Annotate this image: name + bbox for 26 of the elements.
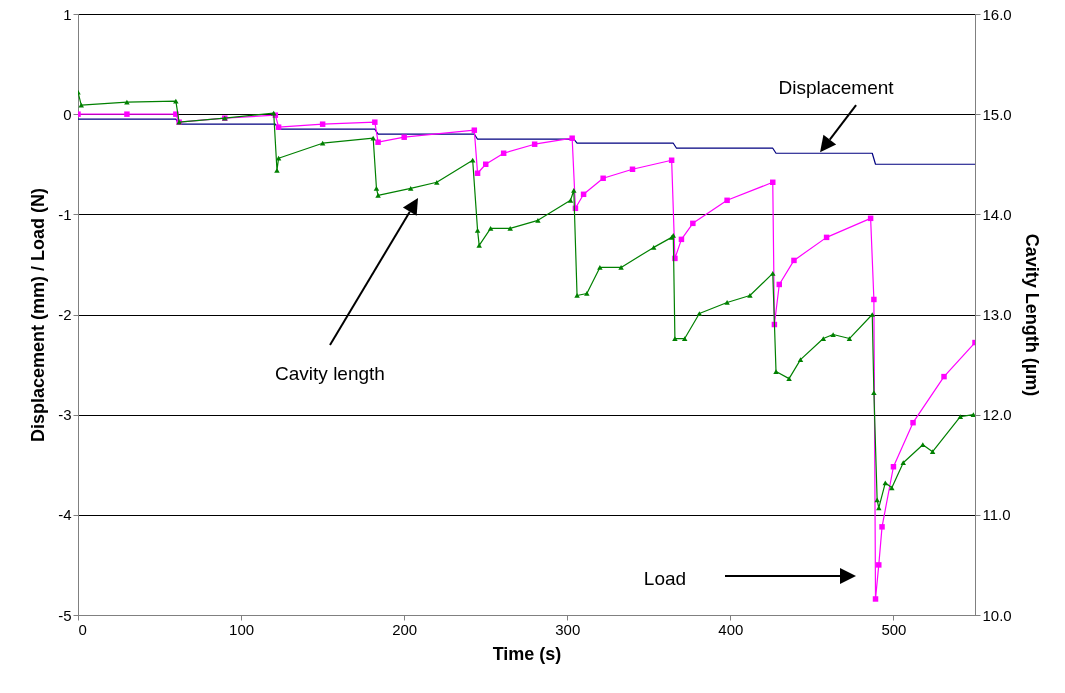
- y-tick-label: -2: [58, 306, 72, 323]
- y2-tick-label: 14.0: [982, 205, 1012, 223]
- y-tick-label: 0: [63, 105, 72, 123]
- x-tick-label: 300: [555, 620, 581, 638]
- annotation: Cavity length: [275, 363, 385, 384]
- y2-tick-label: 13.0: [982, 306, 1012, 323]
- x-tick-label: 200: [392, 620, 418, 638]
- y2-tick-label: 10.0: [982, 606, 1012, 624]
- y2-tick-label: 11.0: [982, 506, 1011, 524]
- y-tick-label: -1: [58, 205, 72, 223]
- x-axis-title: Time (s): [492, 643, 562, 664]
- annotation: Load: [643, 568, 687, 589]
- y-tick-label: 1: [63, 5, 72, 23]
- y-tick-label: -3: [58, 406, 72, 424]
- y2-axis-title: Cavity Length (µm): [1021, 233, 1042, 397]
- y2-tick-label: 16.0: [982, 5, 1012, 23]
- y-axis-title: Displacement (mm) / Load (N): [28, 187, 49, 443]
- y-tick-label: -4: [58, 506, 72, 524]
- x-tick-label: 400: [718, 620, 744, 638]
- annotation: Displacement: [778, 77, 895, 99]
- x-tick-label: 0: [78, 620, 87, 638]
- x-tick-label: 500: [881, 620, 907, 638]
- y2-tick-label: 15.0: [982, 105, 1012, 123]
- y-tick-label: -5: [58, 606, 72, 624]
- y2-tick-label: 12.0: [982, 406, 1012, 424]
- x-tick-label: 100: [229, 620, 255, 638]
